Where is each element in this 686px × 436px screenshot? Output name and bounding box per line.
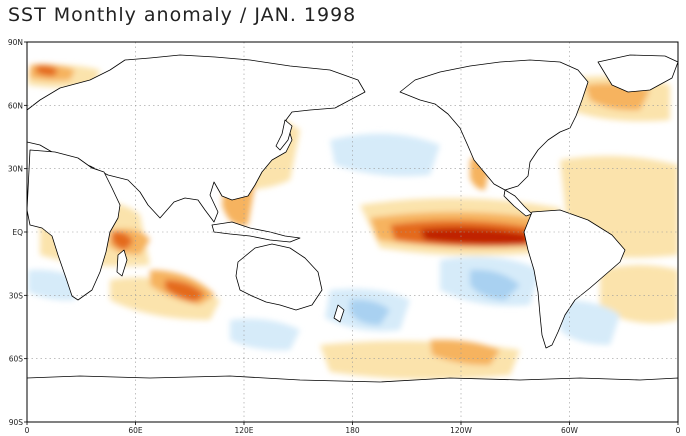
lat-label: 60S — [9, 355, 24, 364]
lon-label: 120W — [450, 426, 472, 435]
japan-outline — [275, 119, 293, 151]
central-america-outline — [503, 189, 533, 217]
lon-label: 0 — [676, 426, 681, 435]
lat-label: 30N — [8, 165, 23, 174]
lat-label: 30S — [9, 291, 24, 300]
greenland-outline — [597, 54, 679, 93]
lon-label: 60E — [128, 426, 143, 435]
madagascar-outline — [116, 249, 128, 277]
lon-label: 120E — [234, 426, 253, 435]
new-zealand-outline — [333, 304, 345, 323]
lat-label: 90N — [8, 38, 23, 47]
africa-outline — [26, 149, 121, 301]
map-title: SST Monthly anomaly / JAN. 1998 — [8, 4, 357, 26]
australia-outline — [235, 243, 323, 311]
south-america-outline — [523, 209, 626, 349]
indonesia-outline — [211, 221, 301, 243]
map-axes: 0 60E 120E 180 120W 60W 0 90N 60N 30N EQ 30S 60S 90S — [8, 38, 681, 435]
graticule — [27, 42, 678, 422]
lat-label: 90S — [9, 418, 24, 427]
lat-label: EQ — [12, 228, 23, 237]
lon-label: 180 — [345, 426, 360, 435]
north-america-outline — [399, 59, 589, 191]
lat-label: 60N — [8, 101, 23, 110]
lon-label: 0 — [25, 426, 30, 435]
eurasia-outline — [26, 54, 366, 223]
lon-label: 60W — [561, 426, 579, 435]
